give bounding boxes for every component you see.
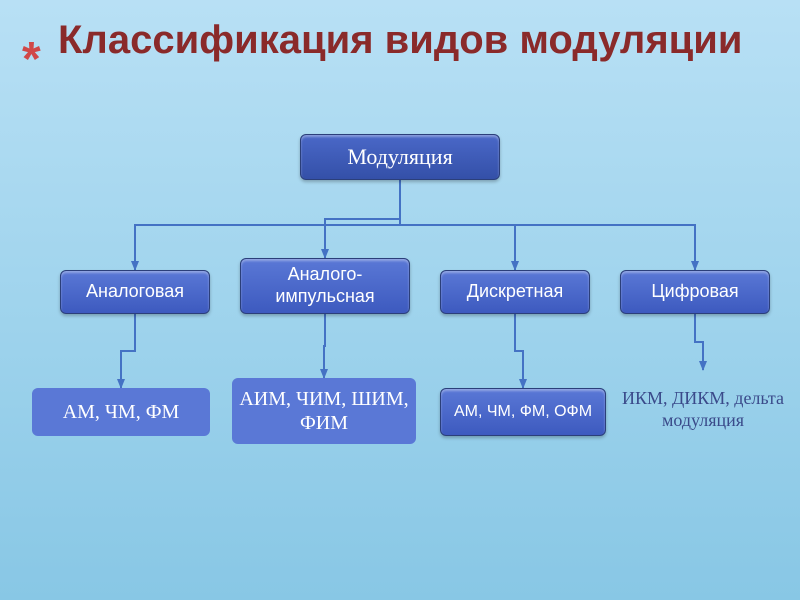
page-title: Классификация видов модуляции	[58, 18, 758, 62]
title-asterisk: *	[22, 32, 41, 87]
leaf-analog-pulse: АИМ, ЧИМ, ШИМ, ФИМ	[232, 378, 416, 444]
node-discrete: Дискретная	[440, 270, 590, 314]
node-analog-pulse: Аналого-импульсная	[240, 258, 410, 314]
leaf-digital: ИКМ, ДИКМ, дельта модуляция	[614, 370, 792, 450]
node-digital: Цифровая	[620, 270, 770, 314]
node-root: Модуляция	[300, 134, 500, 180]
leaf-analog: АМ, ЧМ, ФМ	[32, 388, 210, 436]
node-analog: Аналоговая	[60, 270, 210, 314]
leaf-discrete: АМ, ЧМ, ФМ, ОФМ	[440, 388, 606, 436]
